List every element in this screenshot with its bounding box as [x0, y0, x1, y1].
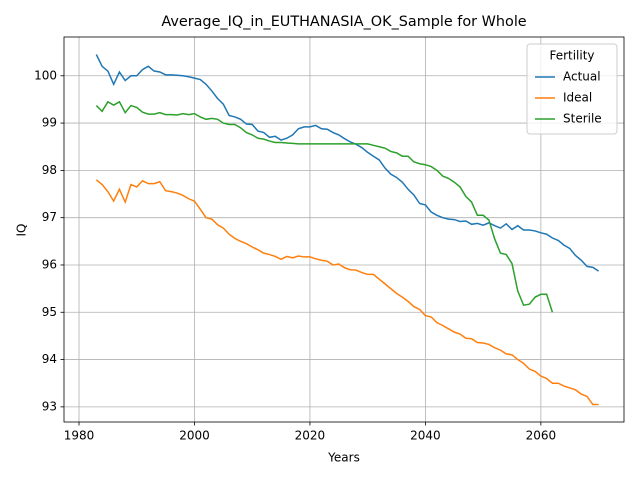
series-line	[95, 100, 554, 313]
legend-label: Sterile	[563, 112, 602, 126]
x-axis-label: Years	[327, 451, 360, 465]
legend-box	[526, 43, 618, 135]
series-line	[95, 54, 600, 272]
y-tick-label: 98	[42, 163, 57, 177]
x-tick-label: 2020	[295, 429, 326, 443]
x-tick-label: 2060	[526, 429, 557, 443]
y-tick-label: 100	[34, 68, 57, 82]
y-axis-label: IQ	[15, 224, 29, 237]
x-tick-label: 1980	[64, 429, 95, 443]
legend-title: Fertility	[549, 49, 594, 63]
series-line	[95, 179, 599, 406]
x-tick-label: 2040	[410, 429, 441, 443]
legend-label: Ideal	[563, 91, 592, 105]
y-tick-label: 94	[42, 352, 57, 366]
y-tick-label: 96	[42, 257, 57, 271]
y-tick-label: 97	[42, 210, 57, 224]
legend-label: Actual	[563, 70, 601, 84]
chart-title: Average_IQ_in_EUTHANASIA_OK_Sample for W…	[161, 14, 526, 30]
y-tick-label: 99	[42, 116, 57, 130]
y-tick-label: 95	[42, 305, 57, 319]
plot-frame	[63, 36, 625, 423]
y-tick-label: 93	[42, 399, 57, 413]
x-tick-label: 2000	[179, 429, 210, 443]
